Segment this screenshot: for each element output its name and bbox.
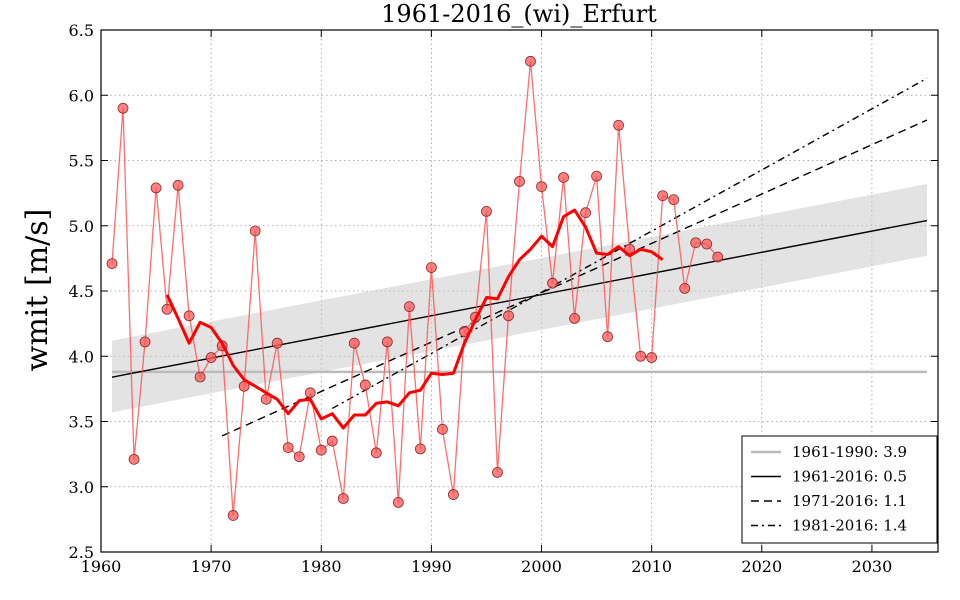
data-point [381,336,393,348]
data-point [194,371,206,383]
y-tick-label: 5.0 [69,217,94,236]
data-point [359,379,371,391]
data-point [635,350,647,362]
y-tick-label: 3.5 [69,413,94,432]
data-point [249,225,261,237]
data-point [679,282,691,294]
data-point [712,251,724,263]
y-tick-label: 6.0 [69,86,94,105]
y-axis-label: wmit [m/s] [20,209,55,372]
data-point [690,237,702,249]
data-point [492,466,503,478]
data-point [271,337,283,349]
data-point [580,207,591,219]
data-point [139,336,151,348]
x-tick-label: 2020 [741,557,782,576]
data-point [183,310,195,322]
x-tick-label: 1960 [81,557,122,576]
data-point [437,423,448,435]
data-point [569,313,580,324]
data-point [161,303,173,315]
data-point [558,172,569,183]
data-point [657,190,669,202]
data-series [106,55,724,521]
x-tick-label: 1990 [411,557,452,576]
data-point [646,352,658,363]
data-point [701,238,713,250]
legend-label-1961-2016: 1961-2016: 0.5 [792,468,907,486]
running-mean-line [165,208,664,430]
data-point [425,262,437,273]
y-tick-label: 6.5 [69,21,94,40]
data-point [370,447,382,459]
x-tick-label: 2000 [521,557,562,576]
data-point [414,443,426,455]
data-point [117,102,129,114]
data-point [536,181,547,193]
data-point [326,435,338,447]
data-point [172,179,184,191]
data-point [337,493,349,504]
data-point [503,310,514,322]
data-point [227,510,239,521]
data-point [348,337,360,349]
data-point [304,387,316,399]
data-point [293,451,305,463]
data-point [106,258,118,269]
data-point [525,55,536,67]
y-tick-label: 4.0 [69,347,94,366]
data-point [282,442,294,454]
data-point [547,277,558,289]
data-point [602,331,614,343]
x-tick-label: 1980 [301,557,342,576]
trend-line-1961-2016 [111,219,928,378]
data-point [315,444,327,456]
data-point [128,453,140,465]
data-point [205,352,217,363]
trend-line-1971-2016 [221,119,928,437]
y-tick-label: 5.5 [69,152,94,171]
data-point [392,497,404,508]
data-point [481,205,492,217]
x-tick-label: 2010 [631,557,672,576]
x-tick-label: 1970 [191,557,232,576]
legend-label-1971-2016: 1971-2016: 1.1 [792,492,907,510]
y-tick-label: 3.0 [69,478,94,497]
data-point [403,301,415,313]
data-point [514,175,525,187]
data-point [668,194,680,206]
y-tick-label: 2.5 [69,543,94,562]
y-tick-label: 4.5 [69,282,94,301]
legend-label-1961-1990: 1961-1990: 3.9 [792,443,907,461]
data-point [613,119,625,131]
legend-label-1981-2016: 1981-2016: 1.4 [792,517,907,535]
data-point [448,489,459,500]
chart-title: 1961-2016_(wi)_Erfurt [381,0,657,28]
data-point [591,170,602,182]
data-point [150,182,162,194]
axes: 1960 1970 1980 1990 2000 2010 2020 2030 2.5 3.0 3.… [69,21,939,576]
legend: 1961-1990: 3.9 1961-2016: 0.5 1971-2016: 1… [741,435,938,544]
x-tick-label: 2030 [852,557,893,576]
